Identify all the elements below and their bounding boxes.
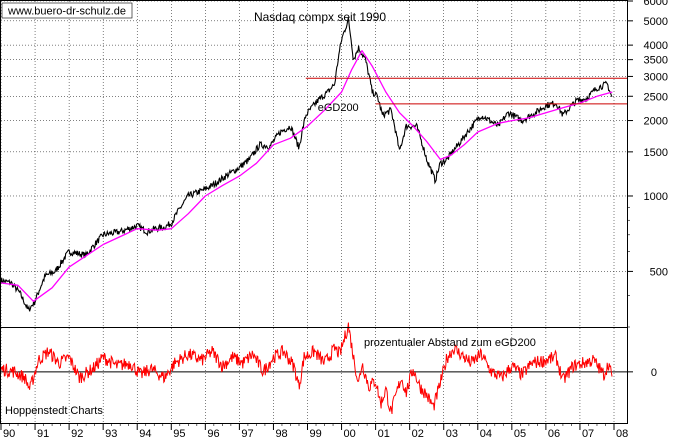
x-tick-label: 91 — [37, 428, 49, 440]
x-tick-label: 05 — [514, 428, 526, 440]
chart-title: Nasdaq compx seit 1990 — [254, 10, 386, 24]
y-tick-label: 1500 — [644, 147, 668, 159]
x-tick-label: 08 — [616, 428, 628, 440]
x-tick-label: 95 — [173, 428, 185, 440]
x-tick-label: 99 — [310, 428, 322, 440]
y-tick-label: 2000 — [644, 116, 668, 128]
x-tick-label: 00 — [344, 428, 356, 440]
y-tick-label: 6000 — [644, 0, 668, 8]
plot-frame — [0, 0, 628, 424]
series-abstand-line — [0, 322, 613, 415]
watermark-box — [1, 2, 133, 19]
x-tick-label: 02 — [412, 428, 424, 440]
x-tick-label: 03 — [446, 428, 458, 440]
y-tick-label: 2500 — [644, 91, 668, 103]
lines-layer — [0, 17, 627, 415]
x-tick-label: 90 — [3, 428, 15, 440]
y-tick-label: 5000 — [644, 16, 668, 28]
series-nasdaq-line — [0, 17, 613, 312]
y-tick-label: 3000 — [644, 71, 668, 83]
x-tick-label: 07 — [582, 428, 594, 440]
x-tick-label: 97 — [241, 428, 253, 440]
y-tick-label: 3500 — [644, 55, 668, 67]
x-tick-label: 06 — [548, 428, 560, 440]
source-label: Hoppenstedt Charts — [5, 405, 103, 417]
x-tick-label: 94 — [139, 428, 151, 440]
x-tick-label: 93 — [105, 428, 117, 440]
lower-y-tick-label: 0 — [651, 367, 657, 379]
x-tick-label: 92 — [71, 428, 83, 440]
y-tick-label: 500 — [650, 266, 668, 278]
x-tick-label: 01 — [378, 428, 390, 440]
x-tick-label: 04 — [480, 428, 492, 440]
axes-layer — [0, 0, 633, 430]
x-tick-label: 96 — [207, 428, 219, 440]
x-tick-label: 98 — [275, 428, 287, 440]
lower-panel-title: prozentualer Abstand zum eGD200 — [364, 337, 536, 349]
y-tick-label: 1000 — [644, 191, 668, 203]
watermark-text: www.buero-dr-schulz.de — [7, 6, 126, 18]
annotation-egd200: eGD200 — [318, 102, 359, 114]
y-tick-label: 4000 — [644, 40, 668, 52]
series-egd200-line — [0, 50, 613, 302]
